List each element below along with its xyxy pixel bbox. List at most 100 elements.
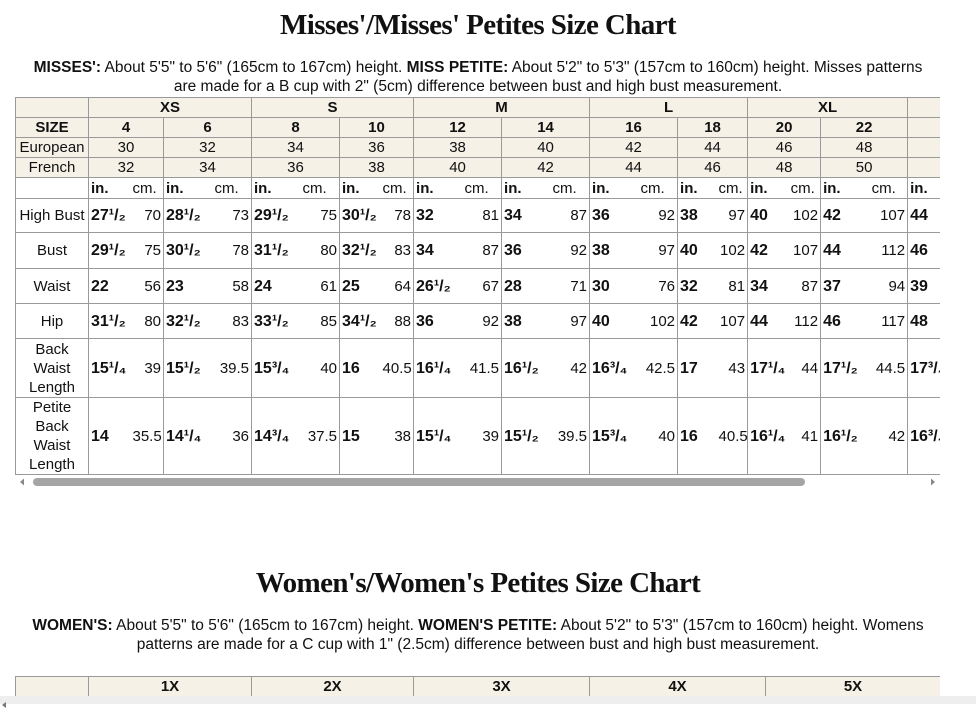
inch-value: 16 — [339, 338, 381, 398]
inch-value: 34¹/₂ — [339, 303, 381, 339]
desc-lead: WOMEN'S PETITE: — [418, 617, 558, 634]
cm-value: 75 — [130, 232, 164, 269]
row-label: Waist — [15, 268, 89, 304]
empty-cell — [907, 117, 940, 138]
table-scrollbar[interactable] — [15, 476, 940, 488]
cm-value: 42.5 — [638, 338, 678, 398]
inch-value: 32¹/₂ — [339, 232, 381, 269]
inch-value: 16¹/₄ — [413, 338, 463, 398]
scroll-arrows — [20, 478, 935, 486]
desc-text: About 5'2" to 5'3" (157cm to 160cm) heig… — [136, 617, 924, 653]
row-label: French — [15, 157, 89, 178]
cm-value: 92 — [638, 198, 678, 233]
cm-value: 42 — [869, 397, 908, 475]
size-value: 44 — [677, 137, 748, 158]
cm-value: 85 — [300, 303, 340, 339]
group-header: 1X — [88, 676, 252, 697]
cm-value: 44 — [788, 338, 821, 398]
womens-table-wrap: 1X 2X 3X 4X 5X — [15, 676, 940, 697]
inch-value: 42 — [747, 232, 789, 269]
inch-value: 40 — [589, 303, 639, 339]
size-header: 10 — [339, 117, 414, 138]
size-value: 44 — [589, 157, 678, 178]
page-scrollbar[interactable] — [0, 696, 976, 708]
inch-value: 38 — [677, 198, 717, 233]
desc-text: About 5'5" to 5'6" (165cm to 167cm) heig… — [104, 59, 403, 76]
inch-value: 40 — [677, 232, 717, 269]
cm-value: 38 — [380, 397, 414, 475]
inch-value: 31¹/₂ — [88, 303, 131, 339]
cm-value: 41 — [788, 397, 821, 475]
cm-value: 41.5 — [462, 338, 502, 398]
inch-value: 15¹/₄ — [88, 338, 131, 398]
inch-value: 16³/₄ — [907, 397, 940, 475]
cm-value: 40.5 — [716, 397, 748, 475]
size-header: 20 — [747, 117, 821, 138]
misses-table-wrap: XS S M L XL SIZE 4 6 8 10 12 14 16 18 20 22 European 30 32… — [15, 97, 940, 475]
cm-value: 44.5 — [869, 338, 908, 398]
size-value: 34 — [251, 137, 340, 158]
inch-value: 15¹/₄ — [413, 397, 463, 475]
scroll-thumb[interactable] — [33, 478, 805, 486]
unit-label: in. — [501, 177, 551, 199]
group-header: 4X — [589, 676, 766, 697]
unit-label: in. — [820, 177, 870, 199]
group-header: 5X — [765, 676, 940, 697]
scroll-arrow — [2, 702, 6, 708]
inch-value: 34 — [501, 198, 551, 233]
cm-value: 70 — [130, 198, 164, 233]
row-label: European — [15, 137, 89, 158]
size-header: 14 — [501, 117, 590, 138]
cm-value: 107 — [788, 232, 821, 269]
cm-value: 94 — [869, 268, 908, 304]
cm-value: 81 — [716, 268, 748, 304]
inch-value: 44 — [820, 232, 870, 269]
inch-value: 16¹/₂ — [501, 338, 551, 398]
misses-description: MISSES': About 5'5" to 5'6" (165cm to 16… — [30, 58, 926, 96]
cm-value: 102 — [788, 198, 821, 233]
inch-value: 46 — [907, 232, 940, 269]
cm-value: 37.5 — [300, 397, 340, 475]
inch-value: 23 — [163, 268, 213, 304]
inch-value: 32 — [413, 198, 463, 233]
cm-value: 92 — [550, 232, 590, 269]
unit-label: cm. — [638, 177, 678, 199]
desc-text: About 5'2" to 5'3" (157cm to 160cm) heig… — [173, 59, 923, 95]
cm-value: 107 — [716, 303, 748, 339]
table-row: Back Waist Length 15¹/₄ 39 15¹/₂ 39.5 15³/₄ 40… — [15, 338, 940, 398]
cm-value: 40.5 — [380, 338, 414, 398]
inch-value: 22 — [88, 268, 131, 304]
cm-value: 117 — [869, 303, 908, 339]
unit-label: in. — [677, 177, 717, 199]
size-value: 40 — [413, 157, 502, 178]
size-header: 18 — [677, 117, 748, 138]
cm-value: 56 — [130, 268, 164, 304]
inch-value: 16¹/₂ — [820, 397, 870, 475]
inch-value: 14¹/₄ — [163, 397, 213, 475]
womens-description: WOMEN'S: About 5'5" to 5'6" (165cm to 16… — [30, 616, 926, 654]
unit-label: cm. — [300, 177, 340, 199]
table-row: European 30 32 34 36 38 40 42 44 46 48 — [15, 137, 940, 158]
unit-label: cm. — [869, 177, 908, 199]
table-row: Hip 31¹/₂ 80 32¹/₂ 83 33¹/₂ 85 34¹/₂ 88 36 92 38 97 4… — [15, 303, 940, 339]
group-header: S — [251, 97, 414, 118]
cm-value: 64 — [380, 268, 414, 304]
inch-value: 28 — [501, 268, 551, 304]
group-header: XL — [747, 97, 908, 118]
inch-value: 38 — [501, 303, 551, 339]
inch-value: 36 — [589, 198, 639, 233]
inch-value: 31¹/₂ — [251, 232, 301, 269]
inch-value: 40 — [747, 198, 789, 233]
inch-value: 15¹/₂ — [501, 397, 551, 475]
inch-value: 36 — [501, 232, 551, 269]
inch-value: 16¹/₄ — [747, 397, 789, 475]
size-value: 32 — [162, 137, 252, 158]
row-label: High Bust — [15, 198, 89, 233]
inch-value: 24 — [251, 268, 301, 304]
size-value: 48 — [747, 157, 821, 178]
unit-label: in. — [88, 177, 131, 199]
cm-value: 78 — [212, 232, 252, 269]
size-value: 38 — [339, 157, 414, 178]
corner-cell — [15, 676, 89, 697]
inch-value: 14³/₄ — [251, 397, 301, 475]
